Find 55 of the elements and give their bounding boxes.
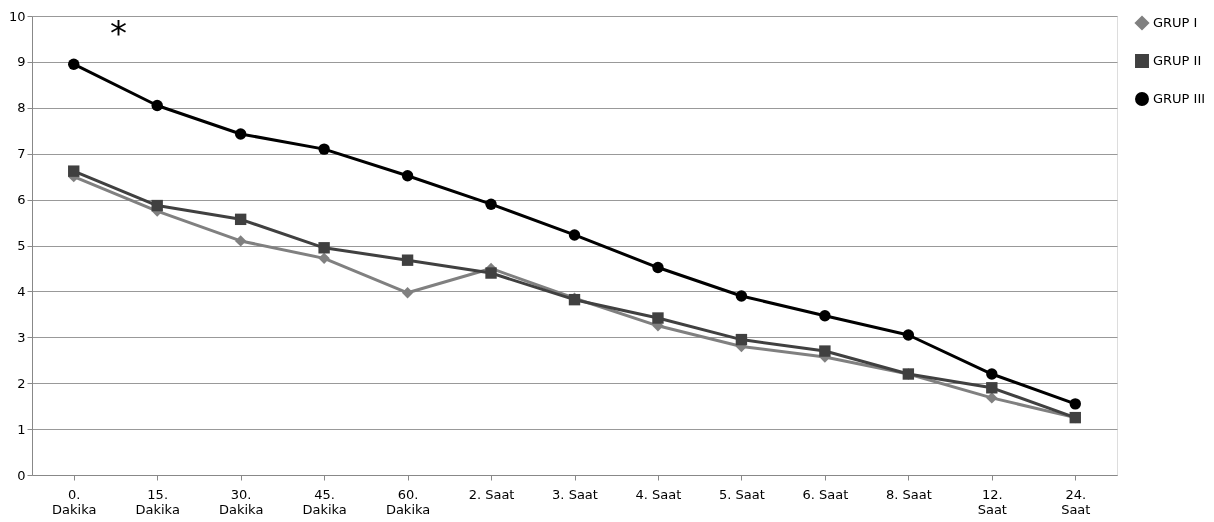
y-tick-label: 0	[17, 467, 26, 483]
point	[735, 333, 748, 346]
point	[819, 310, 831, 322]
x-tick-label: 3. Saat	[552, 486, 598, 502]
point	[1069, 398, 1081, 410]
point	[485, 198, 497, 210]
y-tick-label: 4	[17, 283, 26, 299]
legend-label: GRUP III	[1153, 91, 1206, 106]
x-tick-label: 45. Dakika	[302, 486, 347, 517]
x-tick-label: 60. Dakika	[385, 486, 431, 517]
annotation: *	[110, 13, 127, 53]
point	[401, 287, 414, 299]
y-tick-label: 5	[17, 238, 26, 253]
x-tick-label: 24. Saat	[1061, 486, 1091, 517]
point	[652, 312, 664, 324]
x-tick-label: 8. Saat	[885, 486, 932, 502]
x-tick-label: 2. Saat	[468, 486, 515, 502]
point	[735, 290, 748, 302]
y-tick-label: 9	[17, 54, 26, 70]
point	[568, 229, 581, 241]
x-tick-label: 0. Dakika	[52, 486, 97, 517]
legend-label: GRUP II	[1153, 53, 1202, 68]
x-tick-label: 5. Saat	[719, 486, 765, 502]
point	[68, 58, 80, 70]
point	[401, 254, 414, 266]
y-tick-label: 1	[17, 421, 26, 437]
point	[68, 165, 80, 177]
point	[401, 170, 414, 182]
y-tick-label: 8	[17, 100, 26, 116]
point	[986, 368, 998, 380]
point	[151, 99, 163, 112]
y-tick-label: 6	[17, 192, 26, 208]
point	[986, 382, 998, 394]
point	[234, 128, 247, 140]
point	[902, 329, 915, 341]
point	[318, 242, 330, 254]
legend-label: GRUP I	[1153, 15, 1198, 30]
x-tick-label: 15. Dakika	[135, 486, 180, 517]
point	[234, 235, 247, 247]
point	[986, 392, 998, 404]
y-tick-label: 3	[17, 329, 26, 345]
y-tick-label: 10	[8, 8, 26, 24]
y-tick-label: 2	[17, 375, 26, 391]
point	[819, 345, 831, 357]
x-tick-label: 30. Dakika	[218, 486, 264, 517]
point	[234, 213, 247, 226]
y-tick-label: 7	[17, 146, 26, 162]
point	[318, 252, 330, 265]
point	[318, 143, 330, 155]
x-tick-label: 4. Saat	[635, 486, 682, 502]
point	[652, 261, 664, 274]
x-tick-label: 6. Saat	[802, 486, 849, 502]
point	[151, 199, 163, 212]
x-tick-label: 12. Saat	[977, 486, 1007, 517]
point	[485, 267, 497, 279]
